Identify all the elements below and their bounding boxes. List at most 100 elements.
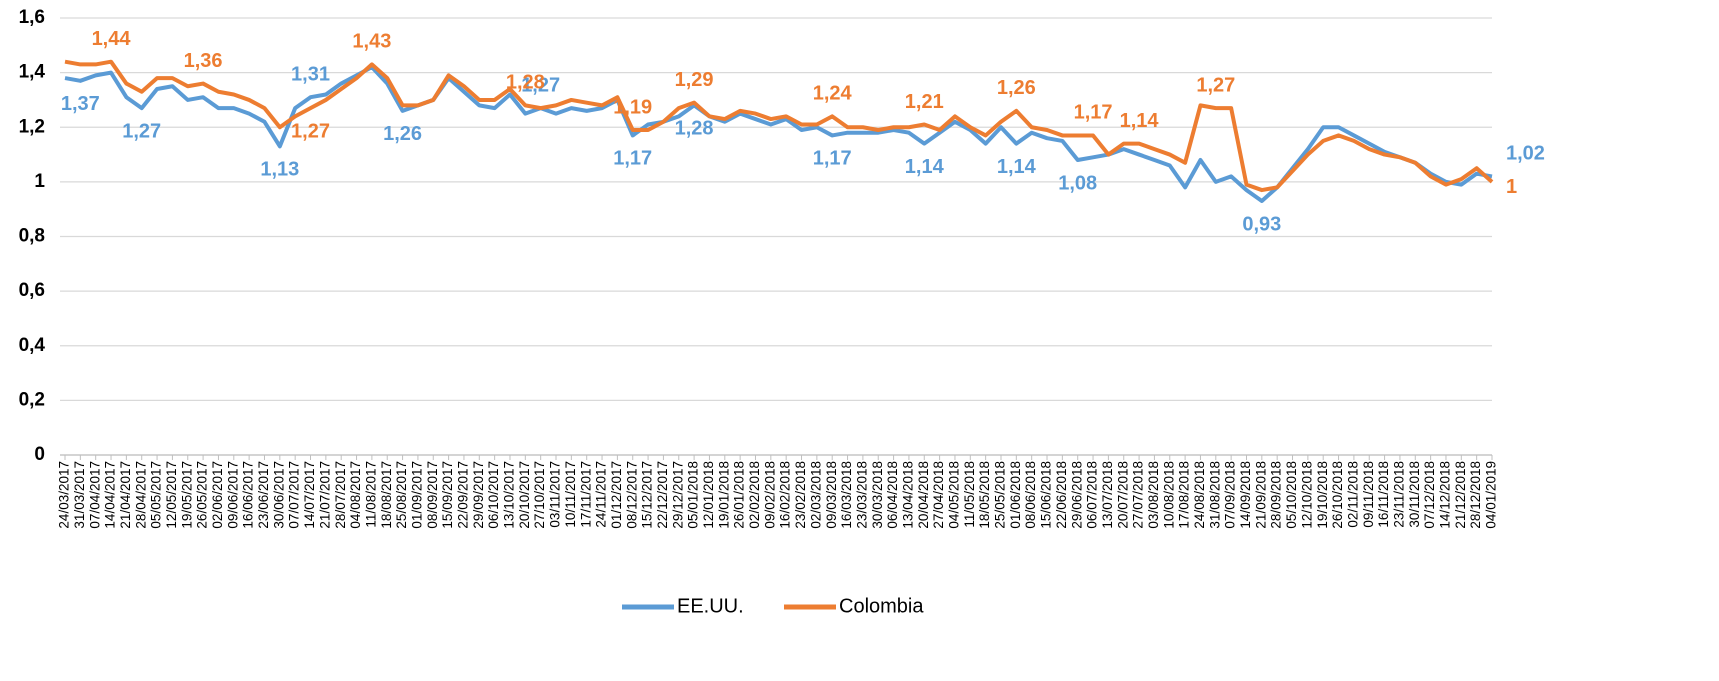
x-tick-label: 24/03/2017	[57, 461, 72, 529]
x-tick-label: 07/04/2017	[87, 461, 102, 529]
x-tick-label: 20/10/2017	[517, 461, 532, 529]
x-tick-label: 25/08/2017	[394, 461, 409, 529]
x-tick-label: 22/06/2018	[1054, 461, 1069, 529]
x-tick-label: 09/03/2018	[824, 461, 839, 529]
data-label: 1,43	[352, 31, 391, 53]
x-tick-label: 29/12/2017	[670, 461, 685, 529]
y-tick-label: 0,4	[19, 335, 46, 356]
data-label: 1,17	[813, 148, 852, 170]
x-tick-label: 05/01/2018	[686, 461, 701, 529]
data-label: 1,21	[905, 91, 944, 113]
x-tick-label: 15/12/2017	[640, 461, 655, 529]
data-label: 1,27	[291, 120, 330, 142]
x-tick-label: 21/12/2018	[1453, 461, 1468, 529]
x-tick-label: 20/07/2018	[1115, 461, 1130, 529]
x-tick-label: 15/09/2017	[440, 461, 455, 529]
x-tick-label: 10/11/2017	[563, 461, 578, 528]
x-tick-label: 14/12/2018	[1438, 461, 1453, 529]
data-label: 1,31	[291, 63, 330, 85]
data-label: 1	[1506, 176, 1517, 198]
x-tick-label: 31/08/2018	[1207, 461, 1222, 529]
legend-label: Colombia	[839, 595, 924, 617]
x-tick-label: 07/07/2017	[287, 461, 302, 529]
data-label: 1,14	[997, 156, 1037, 178]
x-tick-label: 13/10/2017	[502, 461, 517, 529]
x-tick-label: 01/06/2018	[1008, 461, 1023, 529]
x-tick-label: 26/10/2018	[1330, 461, 1345, 529]
x-tick-label: 17/11/2017	[578, 461, 593, 528]
x-tick-label: 28/09/2018	[1269, 461, 1284, 529]
x-tick-label: 23/06/2017	[256, 461, 271, 529]
data-label: 1,13	[260, 159, 299, 181]
x-tick-label: 17/08/2018	[1177, 461, 1192, 529]
x-tick-label: 20/04/2018	[916, 461, 931, 529]
x-tick-label: 10/08/2018	[1161, 461, 1176, 529]
x-tick-label: 27/07/2018	[1131, 461, 1146, 529]
data-label: 1,14	[1120, 110, 1160, 132]
x-tick-label: 21/04/2017	[118, 461, 133, 529]
x-tick-label: 01/09/2017	[409, 461, 424, 529]
y-tick-label: 0,6	[19, 280, 45, 301]
y-tick-label: 1	[34, 171, 45, 192]
x-tick-label: 11/08/2017	[363, 461, 378, 528]
x-tick-label: 05/05/2017	[149, 461, 164, 529]
x-tick-label: 19/10/2018	[1315, 461, 1330, 529]
data-label: 1,26	[383, 123, 422, 145]
x-tick-label: 13/07/2018	[1100, 461, 1115, 529]
x-tick-label: 29/09/2017	[471, 461, 486, 529]
y-tick-label: 1,4	[19, 62, 46, 83]
data-label: 1,28	[506, 72, 545, 94]
x-tick-label: 12/01/2018	[701, 461, 716, 529]
y-tick-label: 0,2	[19, 389, 45, 410]
y-tick-label: 1,2	[19, 116, 45, 137]
x-tick-label: 01/12/2017	[609, 461, 624, 529]
x-tick-label: 30/11/2018	[1407, 461, 1422, 528]
data-label: 1,17	[1074, 102, 1113, 124]
x-tick-label: 06/10/2017	[486, 461, 501, 529]
x-tick-label: 15/06/2018	[1039, 461, 1054, 529]
x-tick-label: 04/01/2019	[1484, 461, 1499, 529]
x-tick-label: 09/02/2018	[762, 461, 777, 529]
x-tick-label: 14/04/2017	[103, 461, 118, 529]
x-tick-label: 02/06/2017	[210, 461, 225, 529]
x-tick-label: 30/06/2017	[271, 461, 286, 529]
x-tick-label: 13/04/2018	[900, 461, 915, 529]
data-label: 1,02	[1506, 143, 1545, 165]
data-label: 1,17	[613, 148, 652, 170]
x-tick-label: 05/10/2018	[1284, 461, 1299, 529]
x-tick-label: 12/10/2018	[1299, 461, 1314, 529]
x-tick-label: 28/07/2017	[333, 461, 348, 529]
x-tick-label: 08/06/2018	[1023, 461, 1038, 529]
x-tick-label: 21/09/2018	[1253, 461, 1268, 529]
x-tick-label: 23/02/2018	[793, 461, 808, 529]
x-tick-label: 08/12/2017	[624, 461, 639, 529]
x-tick-label: 16/11/2018	[1376, 461, 1391, 528]
series-line	[64, 59, 1494, 193]
x-tick-label: 26/01/2018	[732, 461, 747, 529]
x-tick-label: 03/11/2017	[548, 461, 563, 528]
x-tick-label: 18/08/2017	[379, 461, 394, 529]
x-tick-label: 28/04/2017	[133, 461, 148, 529]
data-label: 1,14	[905, 156, 945, 178]
data-label: 1,24	[813, 83, 853, 105]
data-label: 1,28	[675, 118, 714, 140]
x-tick-label: 14/09/2018	[1238, 461, 1253, 529]
x-tick-label: 21/07/2017	[317, 461, 332, 529]
data-label: 1,36	[184, 50, 223, 72]
y-tick-label: 0	[34, 444, 45, 465]
x-tick-label: 30/03/2018	[870, 461, 885, 529]
x-tick-label: 02/02/2018	[747, 461, 762, 529]
data-label: 1,44	[92, 28, 132, 50]
x-tick-label: 07/09/2018	[1223, 461, 1238, 529]
x-tick-label: 02/11/2018	[1345, 461, 1360, 528]
data-label: 1,26	[997, 77, 1036, 99]
x-tick-label: 31/03/2017	[72, 461, 87, 529]
data-label: 0,93	[1242, 213, 1281, 235]
data-label: 1,29	[675, 69, 714, 91]
x-tick-label: 14/07/2017	[302, 461, 317, 529]
x-tick-label: 28/12/2018	[1468, 461, 1483, 529]
x-tick-label: 12/05/2017	[164, 461, 179, 529]
x-tick-label: 18/05/2018	[977, 461, 992, 529]
x-tick-label: 09/11/2018	[1361, 461, 1376, 528]
x-tick-label: 04/08/2017	[348, 461, 363, 529]
